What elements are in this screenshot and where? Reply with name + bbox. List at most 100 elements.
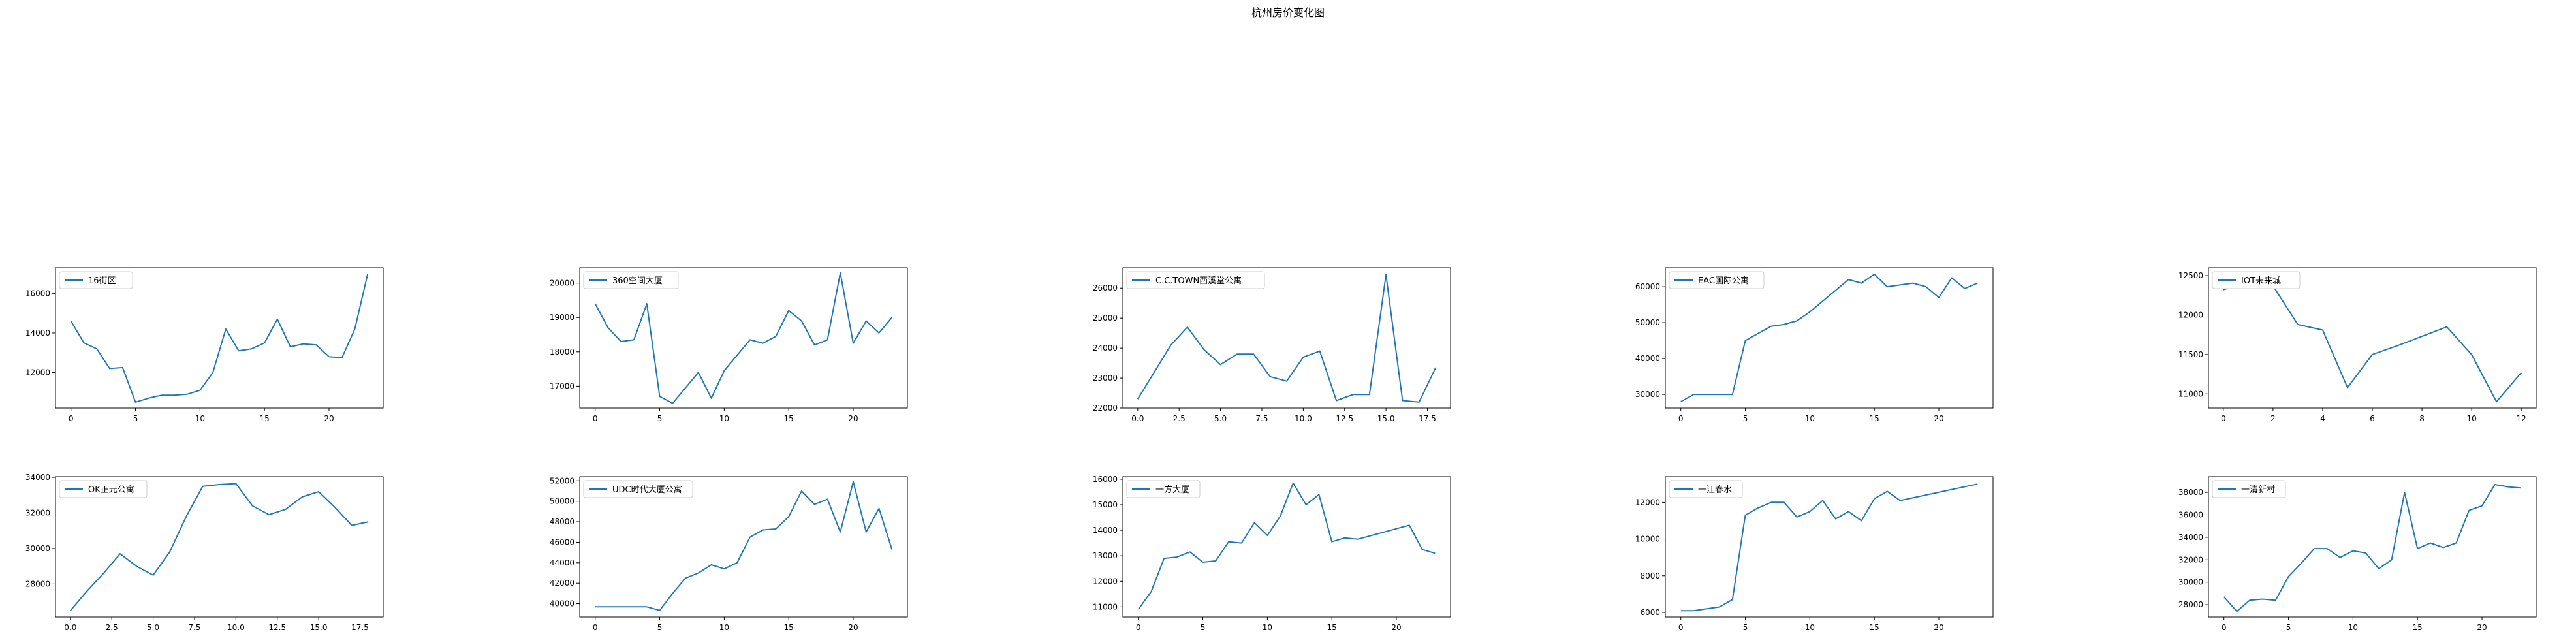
y-tick-label: 20000 xyxy=(550,279,574,288)
legend: C.C.TOWN西溪堂公寓 xyxy=(1126,271,1265,289)
legend-box xyxy=(59,271,133,289)
legend-box xyxy=(583,271,679,289)
y-tick-label: 30000 xyxy=(1635,390,1660,399)
x-tick-label: 0 xyxy=(2222,623,2227,632)
x-tick-label: 12.5 xyxy=(1336,414,1353,423)
x-tick-label: 15 xyxy=(2413,623,2423,632)
x-tick-label: 15 xyxy=(1327,623,1337,632)
x-tick-label: 20 xyxy=(848,623,858,632)
y-tick-label: 12000 xyxy=(1635,498,1660,507)
x-tick-label: 7.5 xyxy=(188,623,200,632)
legend-label: 16街区 xyxy=(88,276,116,286)
x-tick-label: 10 xyxy=(195,414,205,423)
series-line xyxy=(2223,281,2522,403)
y-tick-label: 28000 xyxy=(2178,600,2203,609)
legend-box xyxy=(1669,271,1765,289)
y-tick-label: 50000 xyxy=(550,497,574,506)
legend-label: EAC国际公寓 xyxy=(1698,276,1749,286)
x-tick-label: 10.0 xyxy=(1295,414,1312,423)
legend-label: 一清新村 xyxy=(2241,485,2275,495)
y-tick-label: 18000 xyxy=(550,347,574,357)
y-tick-label: 24000 xyxy=(1093,343,1118,353)
y-tick-label: 30000 xyxy=(2178,578,2203,587)
legend: 360空间大厦 xyxy=(583,271,679,289)
subplot: 0 5 10 15 20 12000 14000 16000 16街区 xyxy=(25,267,384,423)
y-tick-label: 52000 xyxy=(550,476,574,485)
x-tick-label: 5 xyxy=(1201,623,1206,632)
x-tick-label: 10 xyxy=(2466,414,2476,423)
subplot: 0 2 4 6 8 10 12 11000 11500 12000 12500 IOT未来城 xyxy=(2178,267,2537,423)
x-tick-label: 4 xyxy=(2320,414,2325,423)
y-tick-label: 15000 xyxy=(1093,500,1118,509)
legend-box xyxy=(1126,271,1265,289)
x-tick-label: 15 xyxy=(1870,623,1879,632)
x-tick-label: 15.0 xyxy=(310,623,328,632)
series-line xyxy=(1680,483,1978,612)
y-tick-label: 12000 xyxy=(25,368,50,377)
series-line xyxy=(1680,273,1978,402)
y-tick-label: 25000 xyxy=(1093,313,1118,323)
x-tick-label: 0 xyxy=(1678,414,1684,423)
x-tick-label: 10 xyxy=(1805,414,1815,423)
x-tick-label: 20 xyxy=(1934,414,1943,423)
legend-label: 一江春水 xyxy=(1698,485,1732,495)
legend: 一清新村 xyxy=(2212,480,2286,498)
x-tick-label: 0 xyxy=(1678,623,1684,632)
y-tick-label: 23000 xyxy=(1093,374,1118,383)
x-tick-label: 5 xyxy=(133,414,138,423)
x-tick-label: 20 xyxy=(1391,623,1401,632)
y-tick-label: 26000 xyxy=(1093,283,1118,293)
y-tick-label: 28000 xyxy=(25,579,50,588)
legend: OK正元公寓 xyxy=(59,480,148,498)
x-tick-label: 10 xyxy=(2348,623,2358,632)
x-tick-label: 5 xyxy=(657,623,663,632)
x-tick-label: 5 xyxy=(1743,623,1748,632)
x-tick-label: 0 xyxy=(1136,623,1141,632)
x-tick-label: 0.0 xyxy=(1131,414,1144,423)
legend: 一方大厦 xyxy=(1126,480,1201,498)
y-tick-label: 50000 xyxy=(1635,318,1660,327)
legend-label: C.C.TOWN西溪堂公寓 xyxy=(1155,276,1242,286)
x-tick-label: 10 xyxy=(719,414,729,423)
y-tick-label: 34000 xyxy=(25,473,50,482)
subplot: 0 5 10 15 20 30000 40000 50000 60000 EAC国际公寓 xyxy=(1635,267,1994,423)
series-line xyxy=(595,481,893,611)
legend: 16街区 xyxy=(59,271,133,289)
x-tick-label: 0 xyxy=(593,623,598,632)
subplot: 0 5 10 15 20 11000 12000 13000 14000 15000 16000 一方… xyxy=(1093,475,1451,632)
x-tick-label: 20 xyxy=(1934,623,1943,632)
y-tick-label: 11000 xyxy=(1093,602,1118,611)
x-tick-label: 6 xyxy=(2370,414,2375,423)
subplot: 0.0 2.5 5.0 7.5 10.0 12.5 15.0 17.5 28000 30000 32… xyxy=(25,473,384,632)
x-tick-label: 15 xyxy=(260,414,270,423)
legend-label: IOT未来城 xyxy=(2241,276,2281,286)
y-tick-label: 32000 xyxy=(2178,555,2203,564)
y-tick-label: 11500 xyxy=(2178,350,2203,359)
y-tick-label: 12500 xyxy=(2178,271,2203,280)
y-tick-label: 40000 xyxy=(1635,354,1660,363)
x-tick-label: 2 xyxy=(2270,414,2276,423)
y-tick-label: 34000 xyxy=(2178,533,2203,542)
y-tick-label: 44000 xyxy=(550,558,574,567)
axes-frame xyxy=(579,267,908,409)
legend: EAC国际公寓 xyxy=(1669,271,1765,289)
subplot: 0 5 10 15 20 28000 30000 32000 34000 36000 38000 一清… xyxy=(2178,476,2537,632)
legend-box xyxy=(59,480,148,498)
x-tick-label: 2.5 xyxy=(106,623,118,632)
y-tick-label: 10000 xyxy=(1635,535,1660,544)
series-line xyxy=(594,272,893,404)
y-tick-label: 12000 xyxy=(1093,577,1118,586)
legend-box xyxy=(1669,480,1743,498)
y-tick-label: 42000 xyxy=(550,579,574,588)
series-line xyxy=(70,273,369,403)
axes-frame xyxy=(55,476,384,618)
axes-frame xyxy=(1122,267,1451,409)
legend-label: 360空间大厦 xyxy=(612,276,663,286)
series-line xyxy=(70,483,369,611)
legend: IOT未来城 xyxy=(2212,271,2301,289)
y-tick-label: 40000 xyxy=(550,599,574,609)
legend-label: OK正元公寓 xyxy=(88,485,134,495)
y-tick-label: 12000 xyxy=(2178,310,2203,319)
x-tick-label: 17.5 xyxy=(351,623,369,632)
legend-box xyxy=(583,480,693,498)
